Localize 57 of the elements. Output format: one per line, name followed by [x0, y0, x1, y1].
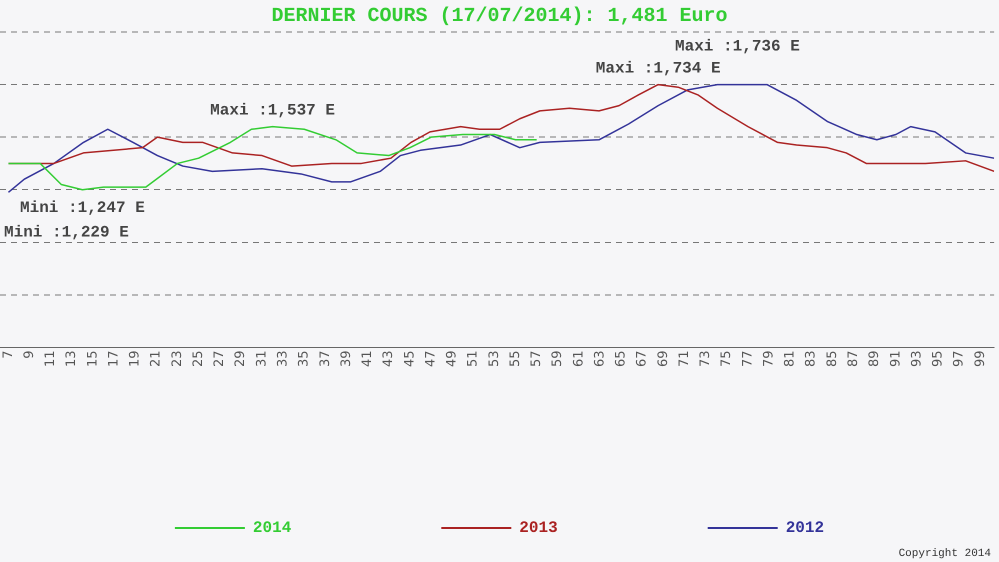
chart-title: DERNIER COURS (17/07/2014): 1,481 Euro	[271, 5, 728, 28]
x-tick-label: 57	[529, 350, 544, 368]
x-tick-label: 97	[952, 350, 967, 368]
x-tick-label: 51	[466, 350, 481, 368]
x-tick-label: 75	[719, 350, 734, 368]
x-tick-label: 69	[656, 350, 671, 368]
x-tick-label: 59	[550, 350, 566, 368]
annotation: Maxi :1,537 E	[210, 102, 335, 120]
x-tick-label: 91	[888, 350, 904, 368]
x-tick-label: 61	[571, 350, 586, 368]
x-tick-label: 47	[423, 350, 438, 368]
annotation: Mini :1,247 E	[20, 198, 145, 217]
x-tick-label: 55	[508, 350, 523, 368]
x-tick-label: 63	[592, 350, 608, 368]
text: Copyright 2014	[898, 548, 992, 560]
x-tick-label: 45	[402, 350, 418, 368]
x-tick-label: 71	[676, 350, 692, 368]
x-tick-label: 99	[972, 350, 988, 368]
x-tick-label: 43	[381, 350, 396, 368]
x-tick-label: 35	[296, 350, 312, 368]
x-tick-label: 77	[740, 350, 756, 368]
x-tick-label: 85	[824, 350, 840, 368]
legend-label: 2013	[519, 519, 558, 538]
x-tick-label: 25	[190, 350, 206, 368]
x-tick-label: 83	[804, 350, 819, 368]
x-tick-label: 23	[170, 350, 185, 368]
x-tick-label: 33	[276, 350, 291, 368]
x-tick-label: 81	[782, 350, 798, 368]
x-tick-label: 9	[22, 350, 37, 359]
x-tick-label: 53	[486, 350, 502, 368]
x-tick-label: 95	[930, 350, 946, 368]
x-tick-label: 7	[0, 350, 16, 359]
x-tick-label: 79	[761, 350, 776, 368]
x-tick-label: 17	[106, 350, 122, 368]
annotation: Maxi :1,736 E	[675, 38, 800, 56]
x-tick-label: 73	[698, 350, 714, 368]
x-tick-label: 21	[148, 350, 164, 368]
annotation: Maxi :1,734 E	[596, 60, 721, 78]
x-tick-label: 27	[212, 350, 228, 368]
annotation: Mini :1,229 E	[4, 223, 129, 242]
x-tick-label: 87	[846, 350, 861, 368]
x-tick-label: 41	[360, 350, 376, 368]
x-tick-label: 89	[867, 350, 882, 368]
x-tick-label: 39	[338, 350, 354, 368]
x-tick-label: 31	[254, 350, 270, 368]
x-tick-label: 13	[64, 350, 80, 368]
x-tick-label: 29	[233, 350, 248, 368]
x-tick-label: 49	[444, 350, 460, 368]
legend-label: 2014	[252, 519, 292, 538]
legend-label: 2012	[786, 519, 824, 538]
x-tick-label: 93	[909, 350, 924, 368]
x-tick-label: 11	[43, 350, 58, 368]
x-tick-label: 67	[634, 350, 650, 368]
x-tick-label: 19	[128, 350, 143, 368]
x-tick-label: 15	[85, 350, 100, 368]
x-tick-label: 37	[318, 350, 333, 368]
x-tick-label: 65	[614, 350, 629, 368]
